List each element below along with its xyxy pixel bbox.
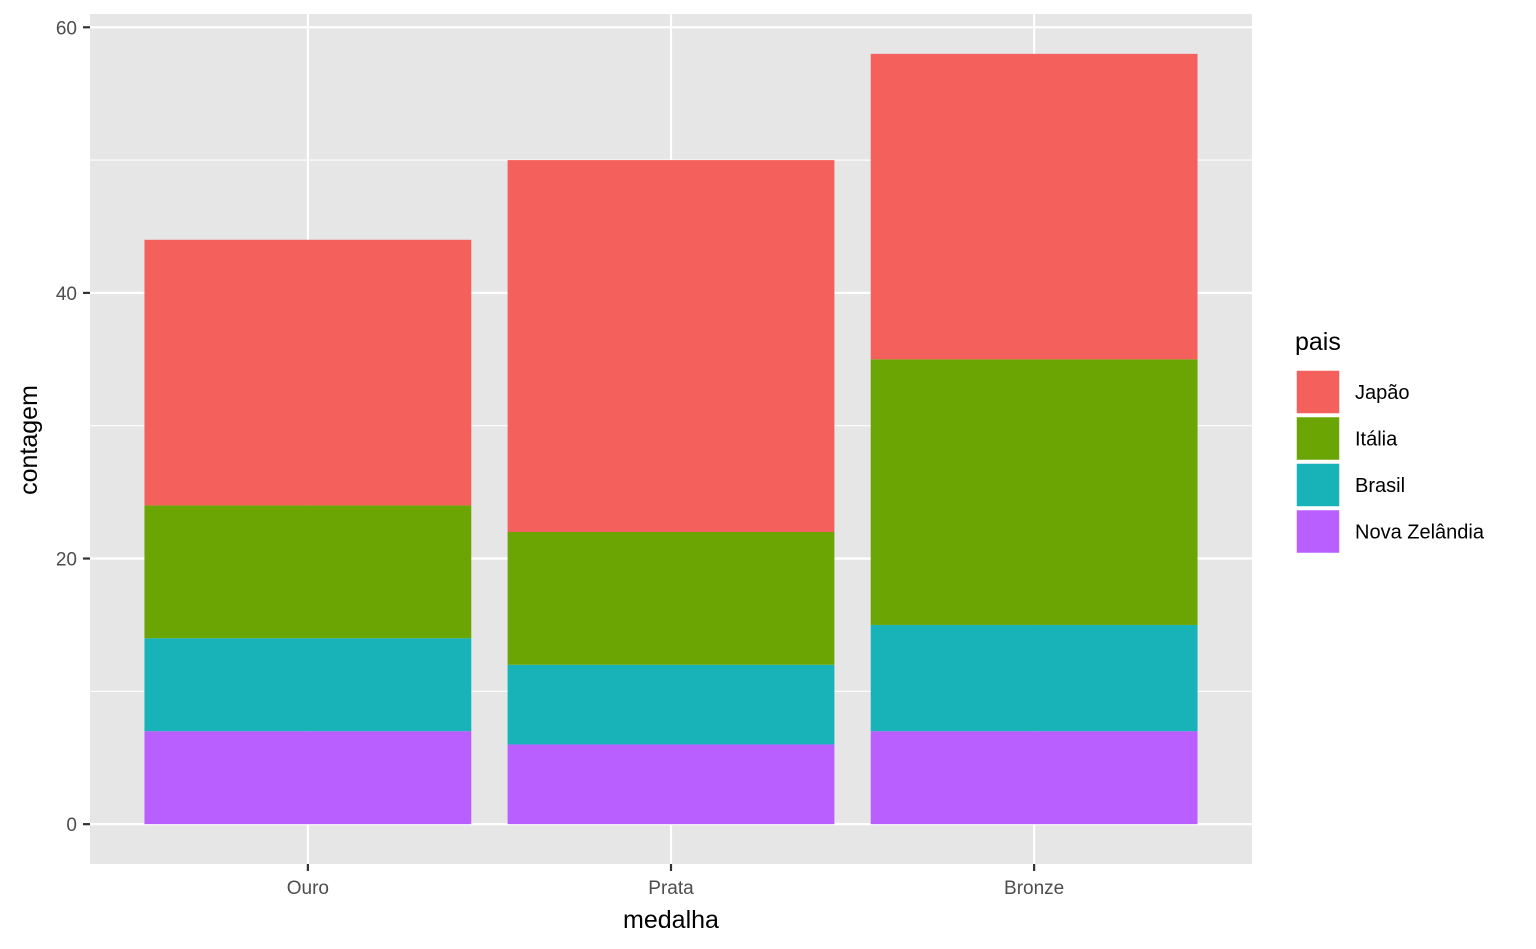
bar-prata-nova-zelandia xyxy=(507,744,835,825)
bars xyxy=(144,53,1198,825)
x-tick-label: Prata xyxy=(648,878,694,899)
bar-ouro-nova-zelandia xyxy=(144,731,472,825)
x-tick-label: Ouro xyxy=(287,878,329,899)
legend-swatch xyxy=(1295,508,1341,555)
bar-bronze-japao xyxy=(870,53,1198,360)
legend-label: Japão xyxy=(1355,382,1410,404)
y-tick-label: 0 xyxy=(66,815,77,836)
legend: pais Japão Itália Brasil Nova Zelândia xyxy=(1295,328,1485,555)
legend-label: Brasil xyxy=(1355,475,1405,497)
bar-ouro-japao xyxy=(144,239,472,506)
bar-prata-japao xyxy=(507,160,835,532)
y-axis: 0 20 40 60 xyxy=(56,18,90,836)
bar-ouro-brasil xyxy=(144,638,472,732)
y-tick-label: 60 xyxy=(56,18,77,39)
bar-bronze-italia xyxy=(870,359,1198,625)
bar-ouro-italia xyxy=(144,505,472,639)
legend-title: pais xyxy=(1295,328,1341,356)
bar-prata-italia xyxy=(507,531,835,665)
legend-swatch xyxy=(1295,415,1341,462)
bar-bronze-brasil xyxy=(870,624,1198,732)
x-axis: Ouro Prata Bronze xyxy=(287,864,1064,899)
bar-bronze-nova-zelandia xyxy=(870,731,1198,825)
legend-label: Nova Zelândia xyxy=(1355,522,1485,544)
y-tick-label: 40 xyxy=(56,284,77,305)
x-axis-title: medalha xyxy=(623,906,719,934)
y-tick-label: 20 xyxy=(56,550,77,571)
y-axis-title: contagem xyxy=(15,385,43,495)
bar-prata-brasil xyxy=(507,664,835,745)
legend-swatch xyxy=(1295,369,1341,415)
x-tick-label: Bronze xyxy=(1004,878,1064,899)
legend-label: Itália xyxy=(1355,429,1398,451)
legend-swatch xyxy=(1295,462,1341,508)
